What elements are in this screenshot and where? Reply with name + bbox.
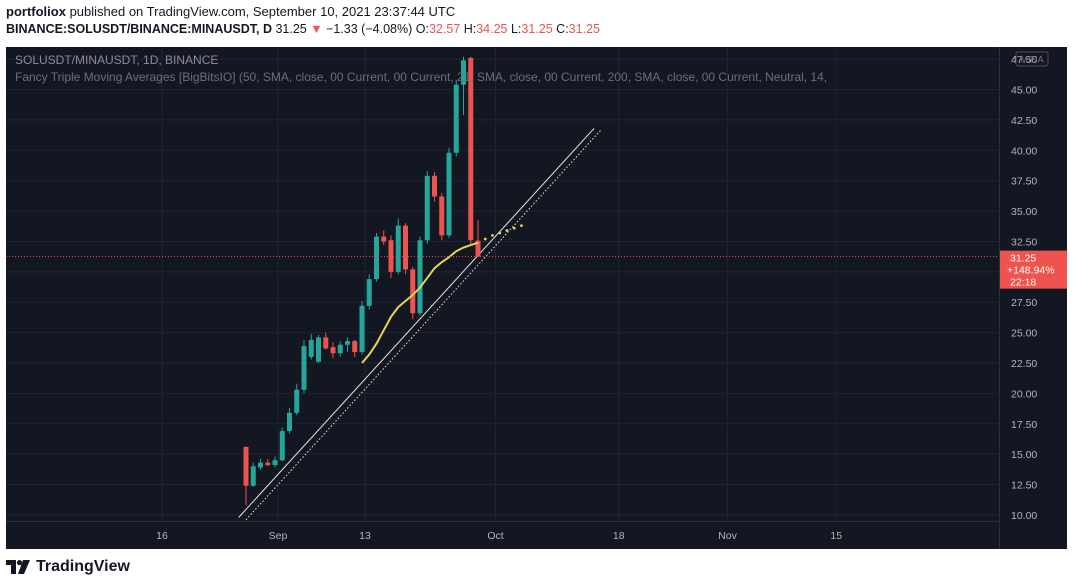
price-tick-label: 12.50 (1011, 480, 1037, 492)
candle-body (337, 344, 343, 354)
candle-body (439, 196, 445, 236)
price-tick-label: 35.00 (1011, 206, 1037, 218)
candle-body (374, 236, 379, 280)
low-label: L: (510, 22, 522, 36)
candle-body (272, 460, 278, 466)
high-label: H: (463, 22, 477, 36)
dotted-trendline (245, 129, 602, 521)
change-down-icon: ▼ (310, 22, 323, 36)
price-tick-label: 37.50 (1011, 176, 1037, 188)
time-tick-label: 13 (359, 530, 371, 542)
brand-name: TradingView (36, 558, 130, 575)
price-tick-label: 40.00 (1011, 145, 1037, 157)
published-text: published on TradingView.com, September … (69, 4, 456, 19)
price-tick-label: 32.50 (1011, 236, 1037, 248)
legend-indicator[interactable]: Fancy Triple Moving Averages [BigBitsIO]… (15, 70, 827, 84)
candle-body (468, 57, 474, 241)
candle-body (279, 431, 285, 461)
price-axis-labels: 10.00 12.50 15.00 17.50 20.00 22.50 25.00 27.50… (1011, 54, 1037, 522)
price-tag-change: +148.94% (1007, 265, 1055, 277)
currency-badge: MINA (1015, 51, 1049, 67)
currency-badge-label: MINA (1020, 55, 1044, 66)
price-tag: 31.25 +148.94% 22:18 (1000, 250, 1067, 289)
candle-body (395, 225, 401, 272)
time-tick-label: Sep (269, 530, 288, 542)
candle-body (294, 389, 300, 413)
candle-body (352, 341, 358, 353)
price-tick-label: 10.00 (1011, 510, 1037, 522)
price-tick-label: 42.50 (1011, 115, 1037, 127)
candle-body (410, 269, 416, 314)
price-tick-label: 17.50 (1011, 419, 1037, 431)
ma-projection-dot (483, 237, 487, 241)
candle-body (403, 225, 408, 270)
time-tick-label: 18 (613, 530, 625, 542)
price-tick-label: 15.00 (1011, 449, 1037, 461)
candle-body (301, 345, 307, 390)
trendlines (238, 128, 602, 521)
price-tag-countdown: 22:18 (1010, 277, 1036, 289)
open-value: 32.57 (428, 22, 461, 36)
candlesticks (243, 56, 481, 506)
candle-body (461, 60, 466, 85)
candle-body (446, 152, 452, 236)
candle-body (366, 279, 372, 306)
candle-body (308, 339, 314, 357)
author-name[interactable]: portfoliox (6, 4, 66, 19)
ma-projection-dot (520, 224, 523, 228)
candle-body (330, 347, 336, 354)
candle-body (250, 466, 256, 486)
close-value: 31.25 (568, 22, 600, 36)
price-tick-label: 47.50 (1011, 54, 1037, 66)
time-tick-label: 15 (830, 530, 842, 542)
time-tick-label: Oct (487, 530, 503, 542)
candle-body (475, 240, 481, 257)
price-tick-label: 20.00 (1011, 388, 1037, 400)
moving-average (361, 224, 523, 364)
open-label: O: (415, 22, 429, 36)
ma-projection-dot (505, 229, 509, 232)
price-tick-label: 25.00 (1011, 328, 1037, 340)
price-tick-label: 45.00 (1011, 85, 1037, 97)
candle-body (316, 337, 321, 362)
price-tick-label: 27.50 (1011, 297, 1037, 309)
candle-body (424, 175, 430, 241)
candle-body (323, 337, 329, 349)
symbol-line: BINANCE:SOLUSDT/BINANCE:MINAUSDT, D 31.2… (6, 22, 600, 36)
time-axis-labels: 16 Sep 13 Oct 18 Nov 15 (156, 530, 842, 542)
ma-projection-dot (498, 231, 502, 235)
price-tag-price: 31.25 (1010, 253, 1036, 265)
footer-brand[interactable]: TradingView (6, 558, 130, 576)
candle-body (432, 175, 437, 197)
grid-lines (6, 47, 999, 521)
ma-projection-dot (512, 226, 516, 230)
solid-trendline (238, 128, 595, 518)
tradingview-logo-icon (6, 560, 30, 574)
close-label: C: (556, 22, 569, 36)
candle-body (388, 240, 394, 272)
candle-body (381, 236, 387, 242)
ma-line (361, 241, 479, 364)
candle-body (359, 305, 365, 353)
high-value: 34.25 (476, 22, 508, 36)
time-tick-label: 16 (156, 530, 168, 542)
candle-body (345, 341, 350, 345)
chart-panel[interactable]: 10.00 12.50 15.00 17.50 20.00 22.50 25.00 27.50… (6, 47, 1067, 549)
legend-symbol[interactable]: SOLUSDT/MINAUSDT, 1D, BINANCE (15, 53, 218, 67)
publish-line: portfoliox published on TradingView.com,… (6, 4, 455, 19)
low-value: 31.25 (521, 22, 553, 36)
price-chart[interactable]: 10.00 12.50 15.00 17.50 20.00 22.50 25.00 27.50… (6, 47, 1067, 549)
candle-body (258, 462, 263, 468)
symbol-text: BINANCE:SOLUSDT/BINANCE:MINAUSDT, D (6, 22, 272, 36)
candle-body (243, 446, 249, 486)
candle-body (453, 84, 459, 153)
candle-body (287, 412, 292, 432)
ma-projection-dot (491, 233, 494, 237)
last-price: 31.25 (275, 22, 307, 36)
candle-body (417, 240, 423, 314)
time-tick-label: Nov (718, 530, 737, 542)
candle-body (265, 462, 271, 466)
change-value: −1.33 (−4.08%) (326, 22, 413, 36)
price-tick-label: 22.50 (1011, 358, 1037, 370)
